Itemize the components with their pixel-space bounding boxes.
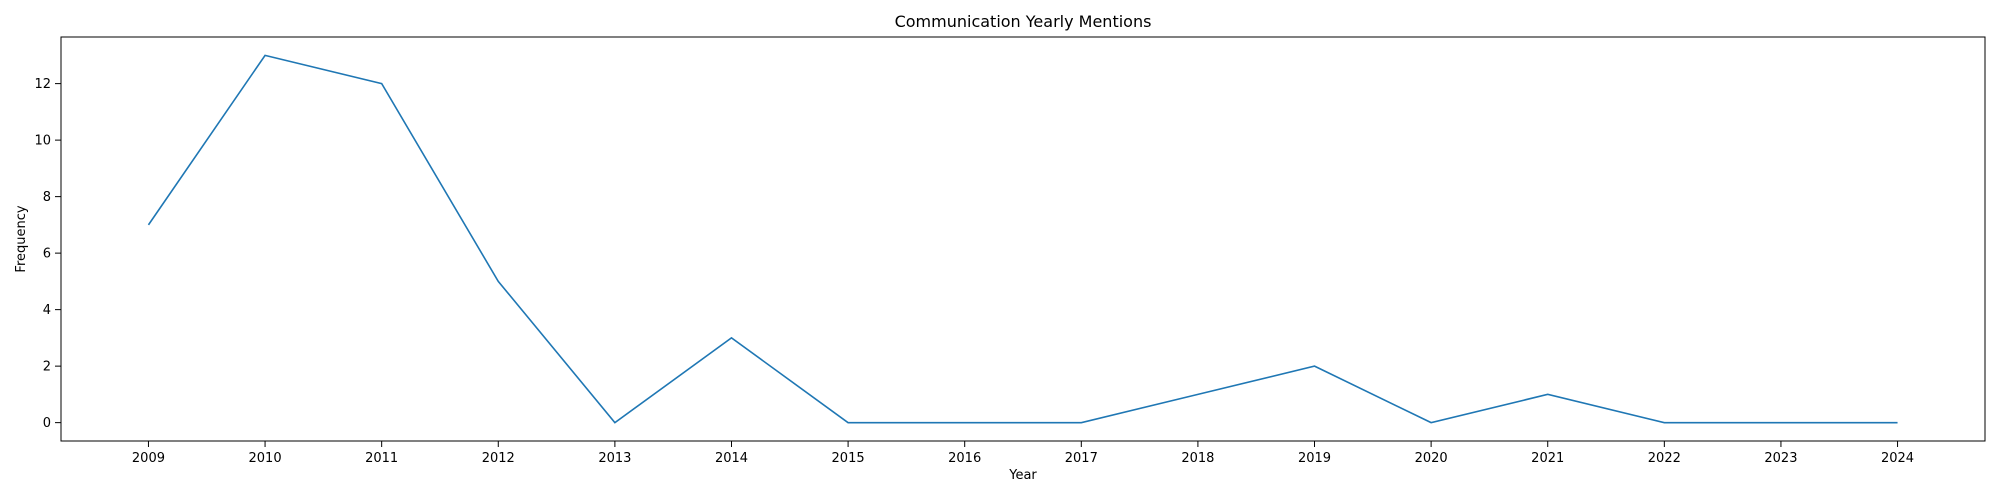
y-tick-label: 0 <box>43 416 51 431</box>
x-tick-label: 2018 <box>1181 451 1214 466</box>
x-tick-label: 2019 <box>1298 451 1331 466</box>
x-tick-label: 2015 <box>832 451 865 466</box>
plot-area-frame <box>60 36 1986 442</box>
series-line-frequency <box>147 54 1898 424</box>
x-tick-label: 2022 <box>1648 451 1681 466</box>
x-tick-label: 2023 <box>1764 451 1797 466</box>
x-tick-label: 2020 <box>1415 451 1448 466</box>
y-tick-label: 4 <box>43 303 51 318</box>
y-tick-label: 10 <box>34 134 51 149</box>
y-tick-label: 6 <box>43 247 51 262</box>
y-tick-label: 8 <box>43 190 51 205</box>
x-tick-label: 2011 <box>365 451 398 466</box>
y-axis-ticks: 0 2 4 6 8 10 12 <box>34 77 61 431</box>
x-axis-label: Year <box>1008 468 1037 483</box>
y-axis-label: Frequency <box>14 205 29 272</box>
x-tick-label: 2016 <box>948 451 981 466</box>
x-tick-label: 2021 <box>1531 451 1564 466</box>
x-tick-label: 2009 <box>132 451 165 466</box>
x-tick-label: 2010 <box>249 451 282 466</box>
x-axis-ticks: 2009 2010 2011 2012 2013 2014 2015 2016 2017 2018… <box>132 441 1914 466</box>
chart-title: Communication Yearly Mentions <box>895 12 1152 31</box>
x-tick-label: 2024 <box>1881 451 1914 466</box>
y-tick-label: 12 <box>34 77 51 92</box>
x-tick-label: 2012 <box>482 451 515 466</box>
x-tick-label: 2013 <box>598 451 631 466</box>
y-tick-label: 2 <box>43 360 51 375</box>
x-tick-label: 2014 <box>715 451 748 466</box>
x-tick-label: 2017 <box>1065 451 1098 466</box>
